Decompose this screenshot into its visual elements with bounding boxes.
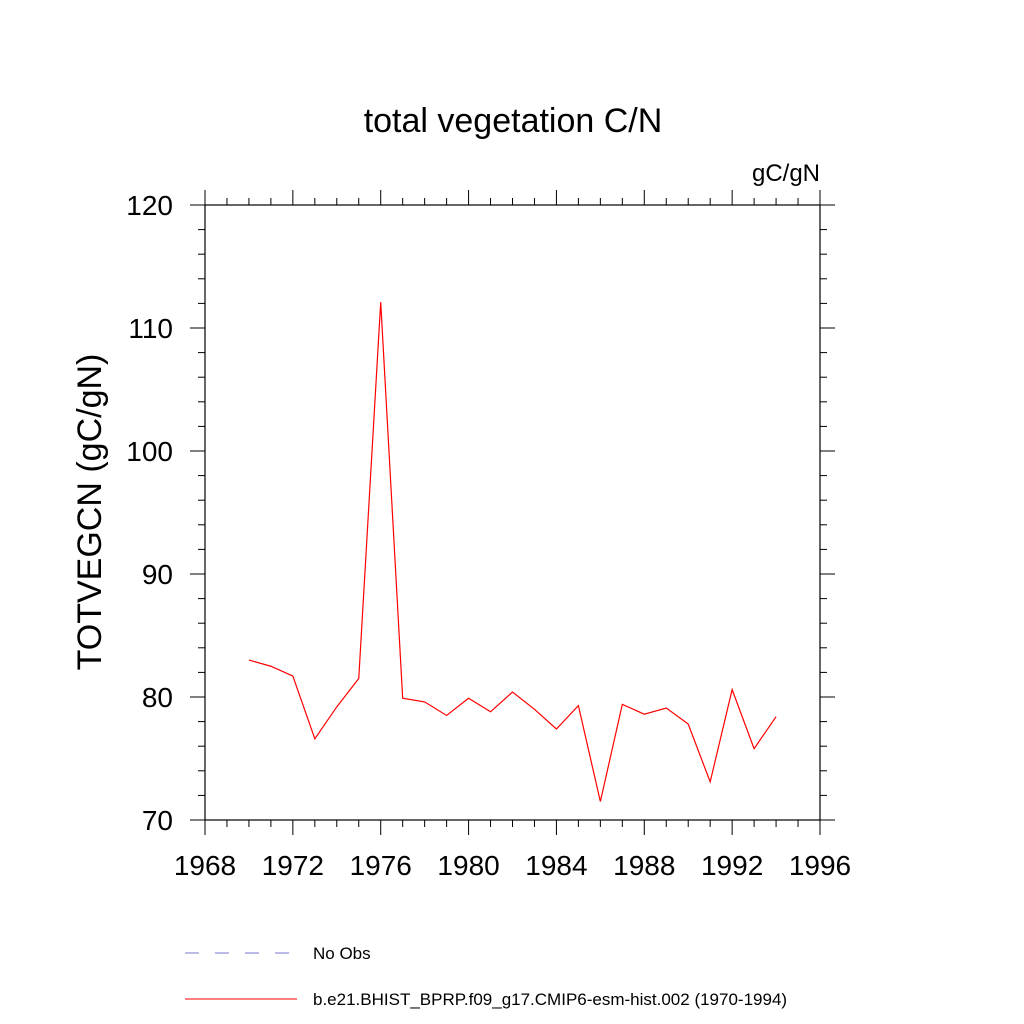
axis-ticks bbox=[190, 190, 835, 835]
tick-labels: 1968 1972 1976 1980 1984 1988 1992 1996 70 80 90 10… bbox=[126, 190, 851, 881]
x-tick-label: 1968 bbox=[174, 850, 236, 881]
x-tick-label: 1992 bbox=[701, 850, 763, 881]
y-tick-label: 110 bbox=[128, 313, 173, 344]
x-tick-label: 1976 bbox=[350, 850, 412, 881]
y-tick-label: 80 bbox=[142, 682, 173, 713]
units-label: gC/gN bbox=[752, 160, 820, 187]
y-tick-label: 90 bbox=[142, 559, 173, 590]
y-tick-label: 100 bbox=[126, 436, 173, 467]
series-line bbox=[248, 302, 777, 802]
plot-frame bbox=[204, 204, 821, 821]
x-tick-label: 1972 bbox=[262, 850, 324, 881]
y-tick-label: 120 bbox=[126, 190, 173, 221]
x-tick-label: 1996 bbox=[789, 850, 851, 881]
legend-label-no-obs: No Obs bbox=[313, 944, 371, 963]
x-tick-label: 1988 bbox=[613, 850, 675, 881]
legend: No Obs b.e21.BHIST_BPRP.f09_g17.CMIP6-es… bbox=[185, 944, 787, 1009]
x-tick-label: 1984 bbox=[525, 850, 587, 881]
y-tick-label: 70 bbox=[142, 805, 173, 836]
series-layer bbox=[248, 302, 777, 802]
y-axis-label: TOTVEGCN (gC/gN) bbox=[71, 354, 109, 671]
legend-label-model: b.e21.BHIST_BPRP.f09_g17.CMIP6-esm-hist.… bbox=[313, 990, 787, 1009]
x-tick-label: 1980 bbox=[437, 850, 499, 881]
chart-title: total vegetation C/N bbox=[364, 102, 663, 140]
